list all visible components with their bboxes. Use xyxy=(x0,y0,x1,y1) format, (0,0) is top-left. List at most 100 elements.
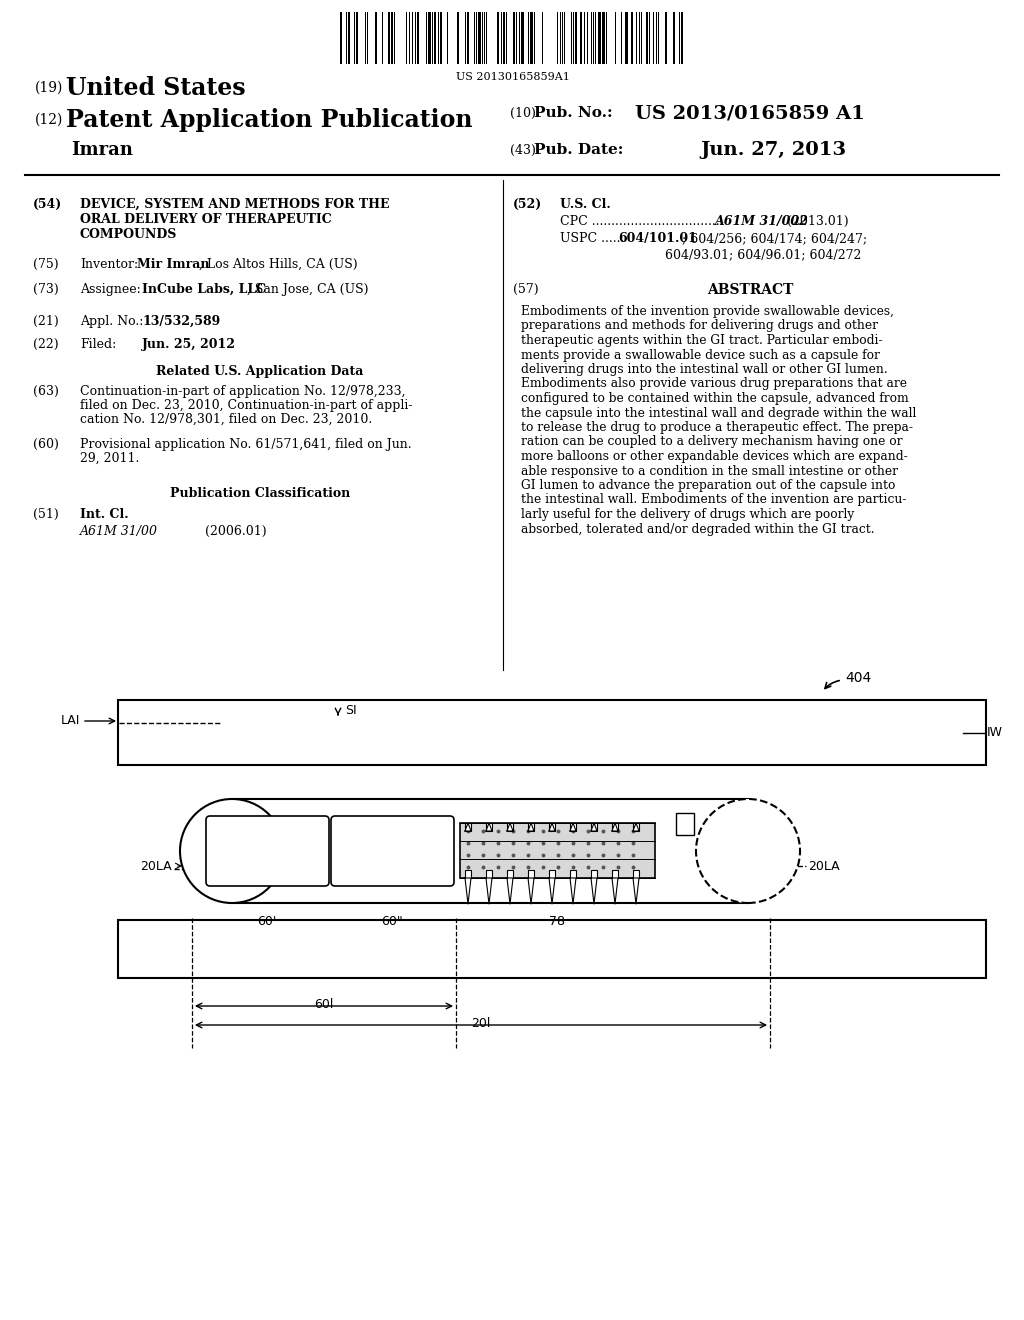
Text: 404: 404 xyxy=(845,671,871,685)
Text: ORAL DELIVERY OF THERAPEUTIC: ORAL DELIVERY OF THERAPEUTIC xyxy=(80,213,332,226)
Bar xyxy=(375,12,377,63)
Text: IW: IW xyxy=(987,726,1002,739)
Bar xyxy=(440,12,442,63)
Polygon shape xyxy=(549,878,555,904)
Text: (43): (43) xyxy=(510,144,536,157)
Text: Assignee:: Assignee: xyxy=(80,282,140,296)
Polygon shape xyxy=(633,878,639,904)
Text: Embodiments also provide various drug preparations that are: Embodiments also provide various drug pr… xyxy=(521,378,907,391)
Text: (54): (54) xyxy=(33,198,62,211)
Bar xyxy=(591,870,597,878)
Polygon shape xyxy=(528,822,534,832)
Polygon shape xyxy=(465,822,471,832)
Text: (21): (21) xyxy=(33,315,58,327)
Bar xyxy=(507,870,513,878)
Text: therapeutic agents within the GI tract. Particular embodi-: therapeutic agents within the GI tract. … xyxy=(521,334,883,347)
Text: Patent Application Publication: Patent Application Publication xyxy=(66,108,472,132)
Text: to release the drug to produce a therapeutic effect. The prepa-: to release the drug to produce a therape… xyxy=(521,421,913,434)
Bar xyxy=(598,12,601,63)
Text: Imran: Imran xyxy=(71,141,133,158)
Text: 29, 2011.: 29, 2011. xyxy=(80,451,139,465)
Text: able responsive to a condition in the small intestine or other: able responsive to a condition in the sm… xyxy=(521,465,898,478)
Text: ments provide a swallowable device such as a capsule for: ments provide a swallowable device such … xyxy=(521,348,880,362)
Text: , San Jose, CA (US): , San Jose, CA (US) xyxy=(247,282,369,296)
Ellipse shape xyxy=(696,799,800,903)
Text: more balloons or other expandable devices which are expand-: more balloons or other expandable device… xyxy=(521,450,907,463)
Text: Publication Classification: Publication Classification xyxy=(170,487,350,500)
Text: (63): (63) xyxy=(33,385,58,399)
Bar xyxy=(570,822,575,832)
Bar xyxy=(612,822,618,832)
Bar xyxy=(633,822,639,832)
Bar xyxy=(602,12,605,63)
Bar xyxy=(570,870,575,878)
Bar xyxy=(460,822,655,878)
Bar xyxy=(391,12,393,63)
Text: InCube Labs, LLC: InCube Labs, LLC xyxy=(142,282,266,296)
Bar xyxy=(118,700,986,766)
Bar xyxy=(497,12,499,63)
Bar xyxy=(646,12,648,63)
Text: U.S. Cl.: U.S. Cl. xyxy=(560,198,610,211)
Bar xyxy=(118,920,986,978)
Text: (19): (19) xyxy=(35,81,63,95)
Text: 60': 60' xyxy=(257,915,276,928)
Text: A61M 31/002: A61M 31/002 xyxy=(715,215,809,228)
Text: US 20130165859A1: US 20130165859A1 xyxy=(456,73,569,82)
Text: preparations and methods for delivering drugs and other: preparations and methods for delivering … xyxy=(521,319,878,333)
Bar xyxy=(417,12,419,63)
Text: Related U.S. Application Data: Related U.S. Application Data xyxy=(157,366,364,378)
Text: Pub. No.:: Pub. No.: xyxy=(534,106,612,120)
Text: A61M 31/00: A61M 31/00 xyxy=(80,525,158,539)
Polygon shape xyxy=(528,878,534,904)
Text: Filed:: Filed: xyxy=(80,338,117,351)
Text: Pub. Date:: Pub. Date: xyxy=(534,143,624,157)
Bar xyxy=(503,12,505,63)
Bar xyxy=(513,12,515,63)
Text: the intestinal wall. Embodiments of the invention are particu-: the intestinal wall. Embodiments of the … xyxy=(521,494,906,507)
Text: (73): (73) xyxy=(33,282,58,296)
Text: Int. Cl.: Int. Cl. xyxy=(80,508,129,521)
Bar xyxy=(340,12,342,63)
Text: (2006.01): (2006.01) xyxy=(205,525,266,539)
Text: (2013.01): (2013.01) xyxy=(787,215,849,228)
Bar xyxy=(356,12,358,63)
Text: configured to be contained within the capsule, advanced from: configured to be contained within the ca… xyxy=(521,392,908,405)
Bar xyxy=(434,12,436,63)
Bar xyxy=(612,870,618,878)
Text: cation No. 12/978,301, filed on Dec. 23, 2010.: cation No. 12/978,301, filed on Dec. 23,… xyxy=(80,413,373,426)
Text: Continuation-in-part of application No. 12/978,233,: Continuation-in-part of application No. … xyxy=(80,385,406,399)
Bar xyxy=(232,799,748,903)
Text: CPC ..................................: CPC .................................. xyxy=(560,215,724,228)
Polygon shape xyxy=(570,878,575,904)
Bar xyxy=(465,870,471,878)
Text: (10): (10) xyxy=(510,107,536,120)
Text: GI lumen to advance the preparation out of the capsule into: GI lumen to advance the preparation out … xyxy=(521,479,895,492)
Text: Embodiments of the invention provide swallowable devices,: Embodiments of the invention provide swa… xyxy=(521,305,894,318)
Text: absorbed, tolerated and/or degraded within the GI tract.: absorbed, tolerated and/or degraded with… xyxy=(521,523,874,536)
Bar xyxy=(549,822,555,832)
Text: Mir Imran: Mir Imran xyxy=(137,257,210,271)
Text: 13/532,589: 13/532,589 xyxy=(142,315,220,327)
Bar xyxy=(549,870,555,878)
Ellipse shape xyxy=(180,799,284,903)
Text: 60l: 60l xyxy=(314,998,334,1011)
Bar xyxy=(428,12,431,63)
Bar xyxy=(681,12,683,63)
Bar xyxy=(528,822,534,832)
Bar xyxy=(486,870,492,878)
Text: (57): (57) xyxy=(513,282,539,296)
Polygon shape xyxy=(591,822,597,832)
Text: (60): (60) xyxy=(33,438,58,451)
Text: Inventor:: Inventor: xyxy=(80,257,138,271)
Polygon shape xyxy=(570,822,575,832)
Text: Provisional application No. 61/571,641, filed on Jun.: Provisional application No. 61/571,641, … xyxy=(80,438,412,451)
Text: 78: 78 xyxy=(549,915,565,928)
Bar xyxy=(625,12,628,63)
Bar xyxy=(580,12,582,63)
Bar xyxy=(348,12,350,63)
Bar xyxy=(521,12,524,63)
Text: 604/93.01; 604/96.01; 604/272: 604/93.01; 604/96.01; 604/272 xyxy=(665,248,861,261)
Polygon shape xyxy=(507,878,513,904)
Bar xyxy=(486,822,492,832)
